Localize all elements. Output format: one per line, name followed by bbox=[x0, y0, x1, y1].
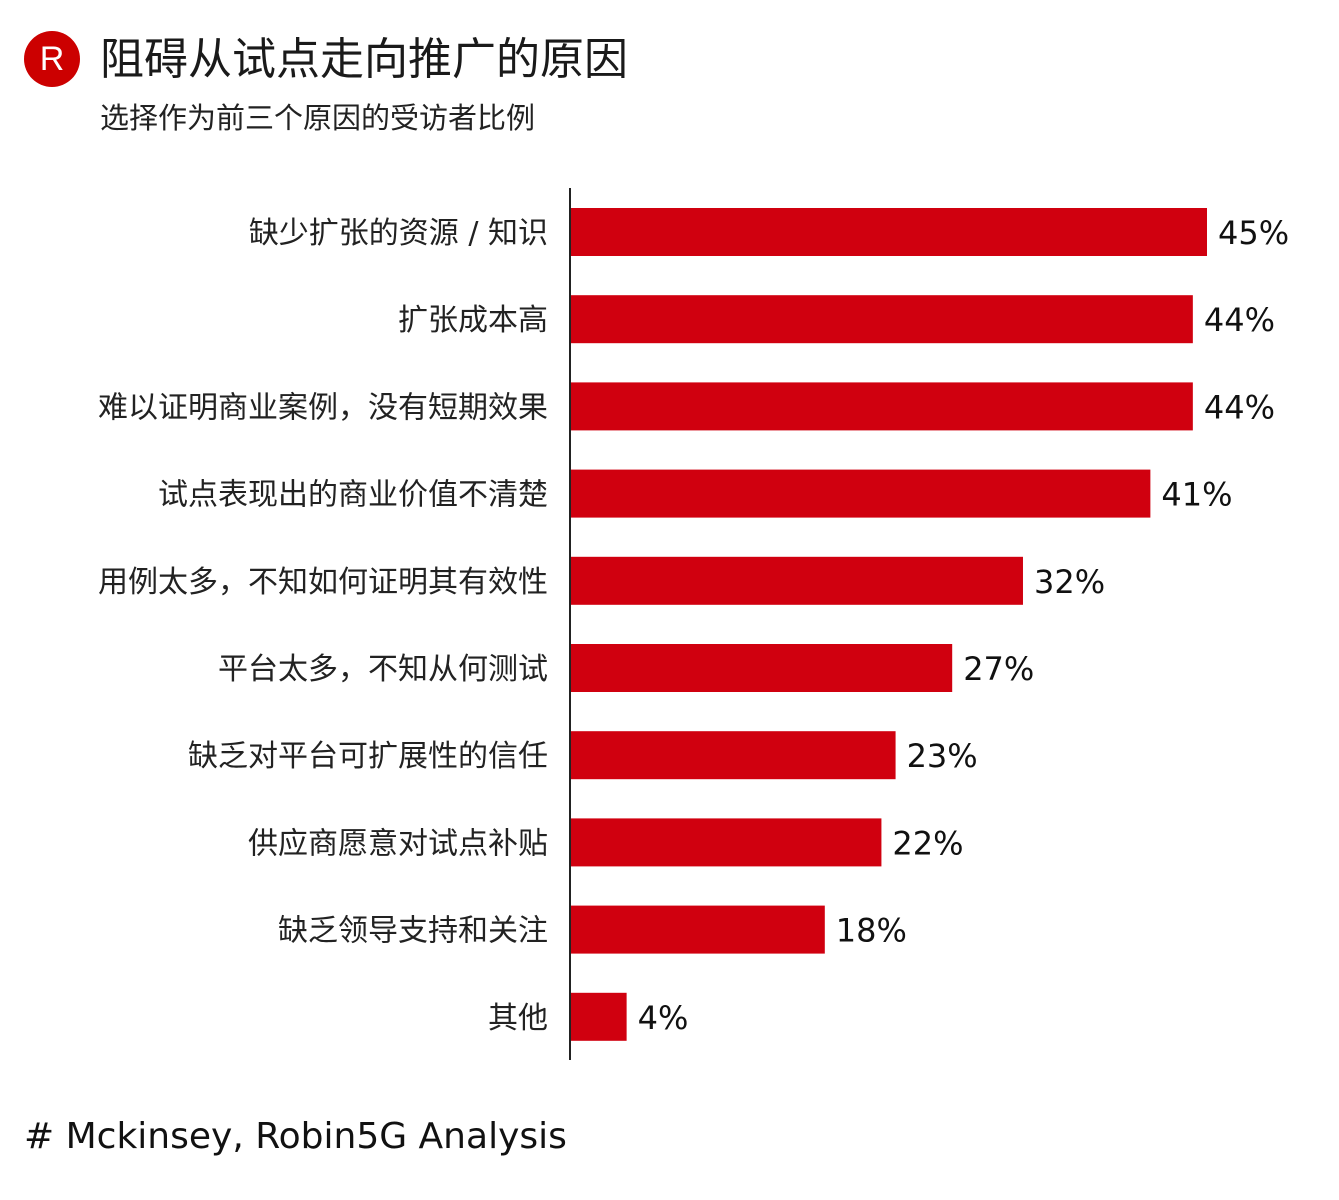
category-label: 缺乏领导支持和关注 bbox=[278, 914, 548, 949]
category-label: 难以证明商业案例，没有短期效果 bbox=[98, 390, 548, 425]
value-label: 41% bbox=[1161, 476, 1232, 514]
category-label: 缺乏对平台可扩展性的信任 bbox=[188, 739, 548, 774]
bar bbox=[570, 905, 825, 954]
category-label: 扩张成本高 bbox=[398, 303, 548, 338]
value-label: 18% bbox=[836, 912, 907, 950]
value-label: 44% bbox=[1204, 388, 1275, 426]
category-label: 用例太多，不知如何证明其有效性 bbox=[98, 565, 548, 600]
bar bbox=[570, 208, 1207, 256]
bar bbox=[570, 382, 1193, 431]
bar bbox=[570, 731, 896, 780]
category-label: 试点表现出的商业价值不清楚 bbox=[158, 478, 548, 513]
logo-badge: R bbox=[24, 31, 80, 87]
value-label: 27% bbox=[963, 650, 1034, 688]
source-footer: # Mckinsey, Robin5G Analysis bbox=[24, 1116, 567, 1157]
bar bbox=[570, 295, 1193, 344]
bar-chart: 缺少扩张的资源 / 知识 45% 扩张成本高 44% 难以证明商业案例，没有短期效果 44… bbox=[98, 188, 1289, 1060]
bar bbox=[570, 818, 882, 867]
bar bbox=[570, 644, 953, 692]
value-label: 32% bbox=[1034, 563, 1105, 601]
bar bbox=[570, 992, 627, 1041]
value-label: 44% bbox=[1204, 301, 1275, 339]
value-label: 23% bbox=[907, 737, 978, 775]
category-label: 缺少扩张的资源 / 知识 bbox=[249, 216, 548, 251]
chart-title: 阻碍从试点走向推广的原因 bbox=[100, 34, 628, 85]
category-label: 其他 bbox=[488, 1001, 548, 1036]
value-label: 22% bbox=[892, 824, 963, 862]
chart-subtitle: 选择作为前三个原因的受访者比例 bbox=[100, 101, 536, 135]
value-label: 45% bbox=[1218, 214, 1289, 252]
bar bbox=[570, 469, 1151, 518]
value-label: 4% bbox=[638, 999, 689, 1037]
bar bbox=[570, 556, 1023, 605]
category-label: 供应商愿意对试点补贴 bbox=[248, 826, 548, 861]
category-label: 平台太多，不知从何测试 bbox=[218, 652, 548, 687]
